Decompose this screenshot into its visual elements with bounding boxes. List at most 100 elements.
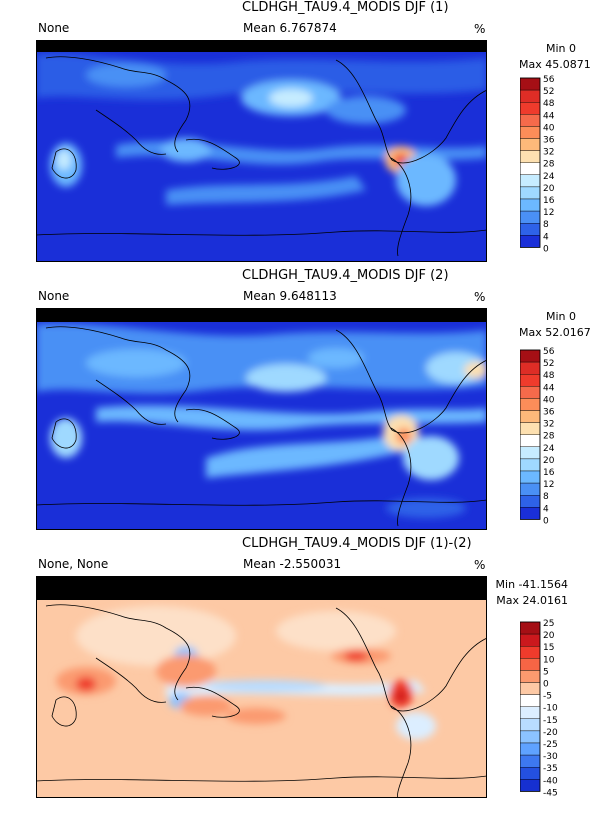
colorbar-tick-label: -5 [543, 692, 552, 702]
colorbar-cell [520, 742, 541, 756]
units-label: % [474, 558, 486, 572]
colorbar-cell [520, 779, 541, 792]
colorbar-tick-label: 48 [543, 371, 555, 381]
map-frame [36, 576, 487, 798]
map-frame [36, 40, 487, 262]
colorbar-tick-label: 40 [543, 395, 555, 405]
colorbar-cell [520, 374, 541, 387]
colorbar-cell [520, 89, 541, 103]
colorbar-cell [520, 646, 541, 659]
colorbar-tick-label: 0 [543, 680, 549, 690]
colorbar-cell [520, 398, 541, 411]
colorbar-tick-label: 28 [543, 432, 555, 442]
colorbar-cell [520, 422, 541, 435]
colorbar-cell [520, 458, 541, 472]
colorbar-cell [520, 410, 541, 423]
mean-label: Mean 6.767874 [243, 21, 337, 35]
map-plot [36, 576, 487, 798]
colorbar-tick-label: 44 [543, 111, 555, 121]
colorbar-cell [520, 446, 541, 460]
colorbar-tick-label: -30 [543, 752, 558, 762]
units-label: % [474, 22, 486, 36]
panel-2: CLDHGH_TAU9.4_MODIS DJF (2) None Mean 9.… [0, 268, 606, 538]
colorbar-tick-label: 10 [543, 655, 555, 665]
colorbar-cell [520, 658, 541, 671]
colorbar-tick-label: 0 [543, 244, 549, 254]
min-label: Min 0 [545, 310, 576, 323]
colorbar-frame [520, 77, 541, 248]
max-label: Max 45.0871 [519, 58, 591, 71]
colorbar-tick-label: 24 [543, 172, 555, 182]
units-label: % [474, 290, 486, 304]
colorbar-tick-label: -40 [543, 776, 558, 786]
colorbar-tick-label: 0 [543, 516, 549, 526]
colorbar-cell [520, 386, 541, 399]
colorbar-cell [520, 766, 541, 780]
max-label: Max 24.0161 [496, 594, 568, 607]
map-frame [36, 308, 487, 530]
colorbar-cell [520, 730, 541, 744]
colorbar-cell [520, 114, 541, 127]
colorbar-cell [520, 718, 541, 732]
colorbar-tick-label: -20 [543, 728, 558, 738]
colorbar-cell [520, 77, 541, 91]
coastlines [36, 326, 487, 527]
colorbar-cell [520, 222, 541, 236]
colorbar-cell [520, 186, 541, 200]
colorbar-tick-label: 12 [543, 208, 554, 218]
missing-data-band [36, 40, 487, 52]
colorbar-cell [520, 494, 541, 508]
colorbar-frame [520, 349, 541, 520]
colorbar-tick-label: -25 [543, 740, 558, 750]
colorbar-cell [520, 482, 541, 496]
colorbar-cell [520, 102, 541, 115]
coastlines [36, 56, 487, 257]
colorbar-tick-label: 4 [543, 504, 549, 514]
colorbar-tick-label: 56 [543, 347, 555, 357]
colorbar-tick-label: 20 [543, 184, 555, 194]
colorbar-cell [520, 126, 541, 139]
colorbar-tick-label: 28 [543, 160, 555, 170]
colorbar-tick-label: 52 [543, 359, 554, 369]
colorbar-tick-label: 5 [543, 667, 549, 677]
map-plot [36, 308, 487, 530]
colorbar-cell [520, 349, 541, 363]
min-label: Min -41.1564 [495, 578, 568, 591]
colorbar-cell [520, 174, 541, 188]
colorbar-cell [520, 162, 541, 175]
colorbar-cell [520, 198, 541, 212]
colorbar-tick-label: 4 [543, 232, 549, 242]
colorbar-tick-label: 12 [543, 480, 554, 490]
colorbar-tick-label: -35 [543, 764, 558, 774]
colorbar-cell [520, 150, 541, 163]
panel-title: CLDHGH_TAU9.4_MODIS DJF (2) [242, 268, 449, 283]
missing-data-band [36, 576, 487, 600]
colorbar-tick-label: -15 [543, 716, 558, 726]
colorbar-tick-label: 32 [543, 420, 554, 430]
colorbar-cell [520, 706, 541, 719]
map-plot [36, 40, 487, 262]
colorbar-cell [520, 210, 541, 224]
colorbar-cell [520, 507, 541, 520]
colorbar-tick-label: 40 [543, 123, 555, 133]
colorbar-cell [520, 470, 541, 484]
mean-label: Mean -2.550031 [243, 557, 342, 571]
max-label: Max 52.0167 [519, 326, 591, 339]
colorbar-tick-label: 8 [543, 220, 549, 230]
panel-1: CLDHGH_TAU9.4_MODIS DJF (1) None Mean 6.… [0, 0, 606, 270]
colorbar-tick-label: 32 [543, 148, 554, 158]
colorbar-tick-label: 25 [543, 619, 554, 629]
colorbar-cell [520, 633, 541, 647]
colorbar-tick-label: 15 [543, 643, 554, 653]
colorbar-tick-label: 16 [543, 196, 555, 206]
colorbar-cell [520, 694, 541, 707]
colorbar-cell [520, 670, 541, 683]
colorbar-cell [520, 235, 541, 248]
mean-label: Mean 9.648113 [243, 289, 337, 303]
case-label: None, None [38, 557, 109, 571]
colorbar-cell [520, 434, 541, 447]
colorbar-frame [520, 621, 541, 792]
colorbar-tick-label: 36 [543, 408, 555, 418]
